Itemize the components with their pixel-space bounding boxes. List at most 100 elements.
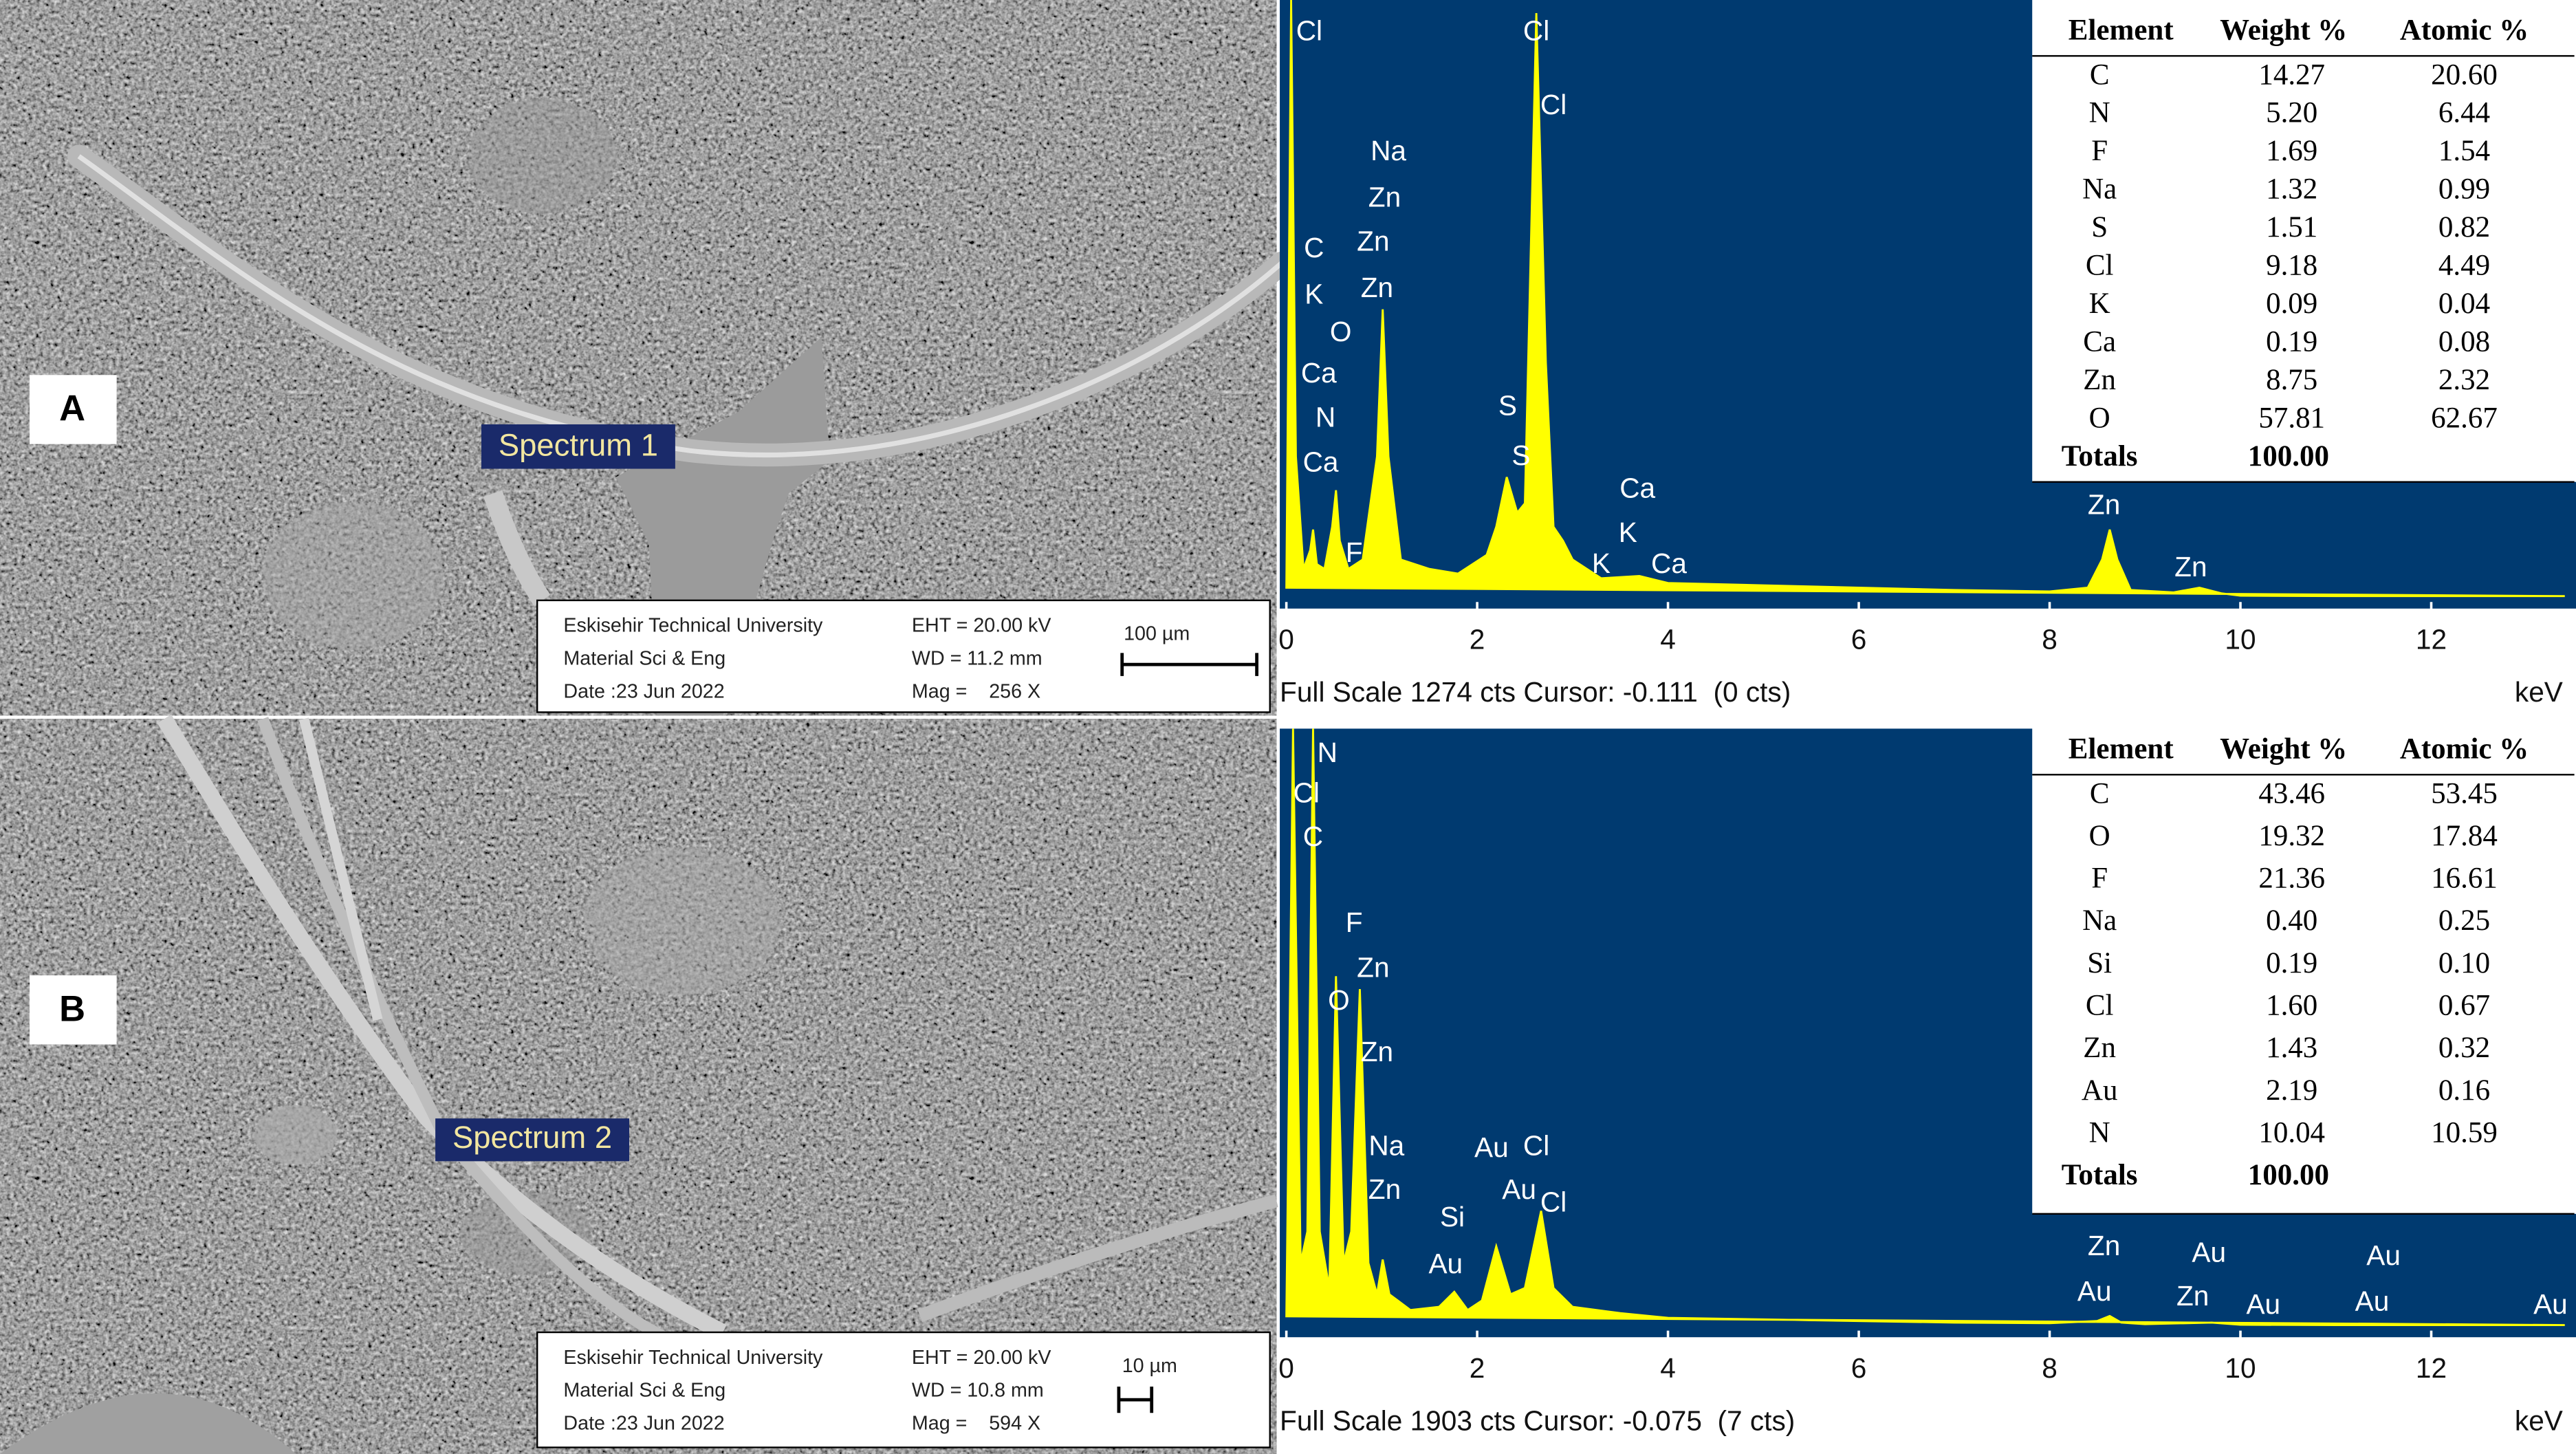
table-header: Atomic % (2400, 14, 2529, 47)
table-cell: Cl (2086, 250, 2114, 282)
peak-label: Ca (1619, 472, 1655, 503)
table-cell: 0.04 (2438, 287, 2490, 320)
spectrum (1285, 0, 2565, 598)
table-cell: 0.40 (2266, 904, 2317, 937)
scale-bar-label: 100 µm (1124, 623, 1190, 645)
sem-info-b: Eskisehir Technical University Material … (536, 1331, 1271, 1448)
table-cell: 5.20 (2266, 97, 2317, 129)
table-header: Element (2069, 733, 2174, 766)
table-cell: Au (2082, 1074, 2118, 1107)
table-cell: 16.61 (2431, 862, 2498, 895)
table-cell: O (2089, 820, 2110, 852)
table-cell: 0.19 (2266, 947, 2317, 979)
peak-label: K (1592, 547, 1611, 579)
table-cell: 0.10 (2438, 947, 2490, 979)
peak-label: Au (1428, 1248, 1463, 1279)
info-text: Date :23 Jun 2022 (563, 1413, 724, 1435)
table-cell: Na (2082, 904, 2117, 937)
table-cell: 8.75 (2266, 364, 2317, 396)
spectrum-tag-box (435, 1118, 629, 1162)
peak-label: S (1498, 390, 1517, 422)
table-cell: S (2091, 211, 2108, 243)
peak-label: Au (1474, 1131, 1509, 1163)
table-cell: N (2089, 97, 2110, 129)
table-cell: 1.51 (2266, 211, 2317, 243)
info-text: Eskisehir Technical University (563, 1347, 823, 1369)
spectrum-tag: Spectrum 2 (452, 1120, 612, 1155)
peak-label: Cl (1540, 89, 1567, 120)
x-tick-label: 2 (1470, 623, 1485, 655)
table-cell: K (2089, 287, 2110, 320)
peak-label: N (1316, 402, 1335, 433)
table-total: Totals (2062, 1159, 2138, 1191)
peak-label: S (1511, 440, 1530, 471)
panel-label: B (59, 989, 85, 1030)
peak-label: Zn (2174, 551, 2207, 583)
info-param: Mag = 594 X (912, 1413, 1040, 1435)
peak-label: Zn (2088, 1230, 2120, 1261)
info-text: Material Sci & Eng (563, 648, 725, 670)
table-cell: 53.45 (2431, 777, 2498, 810)
peak-label: K (1619, 517, 1637, 548)
info-text: Material Sci & Eng (563, 1380, 725, 1402)
peak-label: Cl (1294, 777, 1320, 808)
table-cell: Na (2082, 173, 2117, 206)
table-header: Atomic % (2400, 733, 2529, 766)
table-cell: 0.99 (2438, 173, 2490, 206)
info-param: Mag = 256 X (912, 680, 1040, 702)
table-cell: 6.44 (2438, 97, 2490, 129)
peak-label: Na (1371, 135, 1406, 166)
x-tick-label: 0 (1278, 623, 1294, 655)
table-cell: 0.19 (2266, 326, 2317, 358)
info-text: Date :23 Jun 2022 (563, 680, 724, 702)
x-tick-label: 4 (1660, 623, 1676, 655)
info-param: WD = 11.2 mm (912, 648, 1043, 670)
x-tick-label: 8 (2042, 623, 2057, 655)
peak-label: Zn (2176, 1280, 2209, 1312)
table-header: Element (2069, 14, 2174, 47)
info-param: EHT = 20.00 kV (912, 1347, 1051, 1369)
table-cell: F (2091, 135, 2108, 167)
panel-label-box (30, 975, 117, 1045)
peak-label: Si (1440, 1201, 1465, 1233)
table-cell: 2.32 (2438, 364, 2490, 396)
table-cell: 0.32 (2438, 1032, 2490, 1064)
table-cell: 43.46 (2258, 777, 2325, 810)
table-cell: 1.43 (2266, 1032, 2317, 1064)
x-tick-label: 12 (2416, 1352, 2447, 1384)
peak-label: F (1346, 907, 1363, 938)
table-cell: Zn (2083, 364, 2116, 396)
table-cell: F (2091, 862, 2108, 895)
sem-image-a (0, 0, 1294, 716)
peak-label: O (1330, 316, 1352, 347)
table-cell: 17.84 (2431, 820, 2498, 852)
peak-label: Cl (1523, 1130, 1549, 1162)
peak-label: Zn (1361, 1036, 1393, 1067)
peak-label: Zn (1361, 272, 1393, 303)
table-cell: 1.54 (2438, 135, 2490, 167)
table-cell: 4.49 (2438, 250, 2490, 282)
x-tick-label: 4 (1660, 1352, 1676, 1384)
peak-label: Na (1368, 1130, 1404, 1162)
table-cell: Zn (2083, 1032, 2116, 1064)
x-tick-label: 2 (1470, 1352, 1485, 1384)
peak-label: Ca (1301, 357, 1337, 389)
peak-label: Zn (1368, 1173, 1401, 1205)
table-cell: 10.59 (2431, 1116, 2498, 1149)
scale-bar-label: 10 µm (1122, 1355, 1177, 1377)
peak-label: Ca (1303, 446, 1339, 477)
spectrum-tag: Spectrum 1 (499, 427, 658, 462)
table-cell: 0.67 (2438, 990, 2490, 1022)
info-param: WD = 10.8 mm (912, 1380, 1044, 1402)
table-cell: Cl (2086, 990, 2114, 1022)
table-cell: 1.32 (2266, 173, 2317, 206)
spectrum-tag-box (481, 424, 675, 469)
table-cell: 1.69 (2266, 135, 2317, 167)
x-tick-label: 12 (2416, 623, 2447, 655)
table-cell: 20.60 (2431, 58, 2498, 91)
peak-label: O (1328, 984, 1350, 1016)
peak-label: Au (2192, 1237, 2226, 1268)
table-background (2032, 0, 2576, 482)
x-tick-label: 6 (1851, 1352, 1867, 1384)
